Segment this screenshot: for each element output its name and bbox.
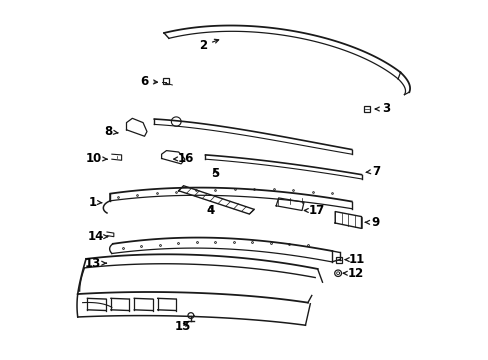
- Text: 10: 10: [85, 152, 107, 165]
- Text: 16: 16: [173, 152, 194, 165]
- Text: 5: 5: [211, 167, 219, 180]
- Text: 12: 12: [343, 267, 363, 280]
- Text: 7: 7: [366, 165, 380, 177]
- Text: 1: 1: [88, 196, 102, 209]
- Text: 17: 17: [304, 204, 324, 217]
- Text: 15: 15: [175, 320, 191, 333]
- Text: 8: 8: [103, 125, 118, 138]
- Text: 14: 14: [88, 230, 107, 243]
- Text: 6: 6: [140, 75, 157, 88]
- Text: 2: 2: [199, 39, 218, 52]
- Text: 3: 3: [375, 103, 389, 116]
- Text: 9: 9: [365, 216, 379, 229]
- Text: 13: 13: [84, 257, 106, 270]
- Text: 11: 11: [345, 253, 364, 266]
- Text: 4: 4: [206, 204, 214, 217]
